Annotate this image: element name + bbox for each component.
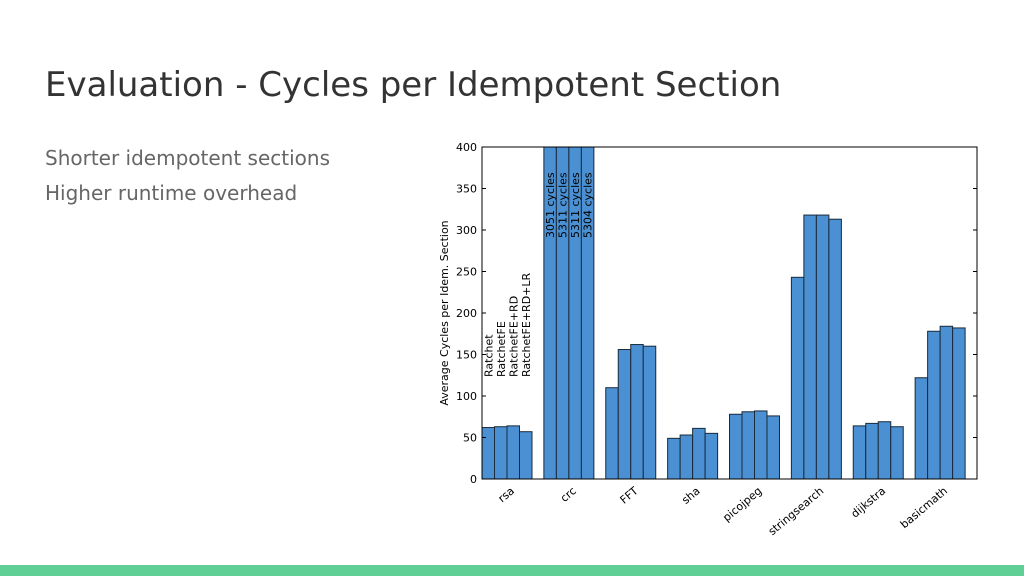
y-tick-label: 100	[456, 390, 477, 403]
bar	[790, 276, 805, 479]
bar	[506, 425, 520, 479]
bar	[543, 147, 557, 479]
bar	[482, 427, 495, 479]
y-tick-label: 400	[456, 141, 477, 154]
y-tick-label: 0	[470, 473, 477, 486]
y-tick-label: 300	[456, 224, 477, 237]
value-label: 5311 cycles	[557, 172, 570, 238]
bar	[605, 387, 619, 479]
bar	[617, 349, 632, 479]
bar	[815, 214, 830, 479]
y-tick-label: 200	[456, 307, 477, 320]
bar	[741, 411, 755, 479]
bar	[729, 413, 743, 479]
bar	[852, 425, 867, 479]
x-tick-label: basicmath	[898, 484, 950, 531]
bar	[519, 431, 533, 479]
y-axis-label: Average Cycles per Idem. Section	[438, 220, 451, 405]
bullet: Shorter idempotent sections	[45, 146, 330, 170]
legend-entry: RatchetFE+RD	[507, 296, 520, 377]
y-tick-label: 150	[456, 349, 477, 362]
legend-entry: RatchetFE	[495, 321, 508, 377]
bar	[877, 421, 892, 479]
x-tick-label: sha	[679, 484, 702, 506]
x-tick-label: rsa	[496, 484, 517, 505]
value-label: 5311 cycles	[569, 172, 582, 238]
footer-band	[0, 565, 1024, 576]
y-tick-label: 350	[456, 183, 477, 196]
bar	[568, 147, 582, 479]
x-tick-label: dijkstra	[849, 484, 889, 520]
legend-entry: Ratchet	[482, 334, 495, 377]
x-tick-label: picojpeg	[720, 484, 764, 524]
bar	[865, 422, 879, 479]
slide-title: Evaluation - Cycles per Idempotent Secti…	[45, 65, 781, 105]
bar	[828, 218, 842, 479]
bar	[914, 377, 929, 479]
bar	[494, 426, 508, 479]
bar	[939, 325, 954, 479]
bar	[642, 345, 657, 479]
x-tick-label: FFT	[618, 484, 641, 506]
bar	[630, 344, 644, 479]
value-label: 5304 cycles	[582, 172, 595, 238]
y-tick-label: 250	[456, 266, 477, 279]
x-tick-label: crc	[558, 484, 579, 504]
x-tick-label: stringsearch	[766, 484, 827, 538]
bar	[766, 415, 780, 479]
bar	[555, 147, 570, 479]
bar	[952, 327, 966, 479]
bar	[692, 427, 706, 479]
bullet: Higher runtime overhead	[45, 181, 297, 205]
bar	[754, 410, 768, 479]
value-label: 3051 cycles	[544, 172, 557, 238]
bar	[704, 432, 719, 479]
bar	[890, 426, 904, 479]
bar	[803, 214, 817, 479]
bar	[679, 434, 694, 479]
legend-entry: RatchetFE+RD+LR	[520, 272, 533, 377]
bar	[927, 330, 941, 479]
bar	[667, 437, 681, 479]
y-tick-label: 50	[463, 432, 477, 445]
